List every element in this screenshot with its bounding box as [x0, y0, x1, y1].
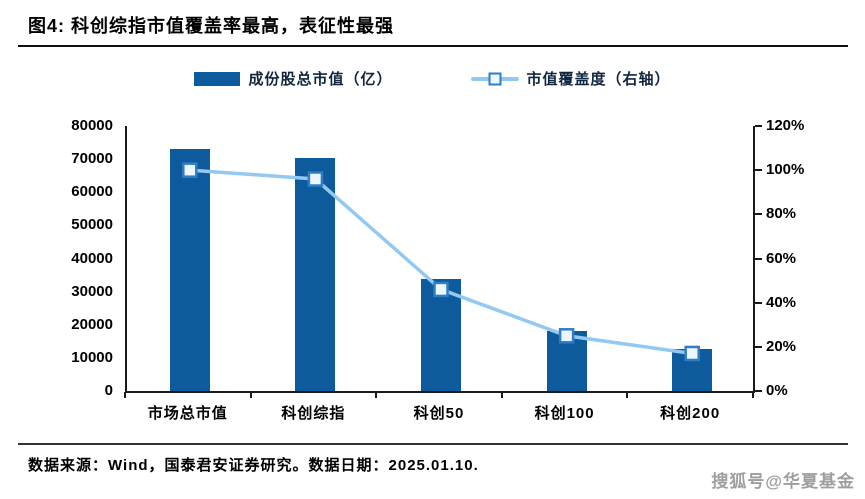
watermark: 搜狐号@华夏基金: [711, 472, 855, 491]
right-axis-tick: [755, 345, 762, 348]
x-axis-label-科创100: 科创100: [534, 405, 595, 422]
bar-series-label: 成份股总市值（亿）: [248, 71, 393, 88]
x-axis-label-市场总市值: 市场总市值: [147, 405, 228, 422]
combo-chart: 0 10000 20000 30000 40000 50000 60000 70000 8000…: [0, 117, 865, 436]
right-axis-tick-label: 80%: [766, 205, 797, 223]
left-axis-tick-label: 30000: [71, 282, 113, 300]
line-point-科创100: [558, 328, 575, 344]
x-axis-tick: [375, 392, 378, 398]
chart-legend: 成份股总市值（亿） 市值覆盖度（右轴）: [0, 68, 865, 89]
legend-item-bar-series: 成份股总市值（亿）: [194, 68, 392, 89]
x-axis-label-科创综指: 科创综指: [281, 405, 346, 422]
line-point-市场总市值: [182, 162, 198, 178]
left-axis-tick-label: 50000: [71, 216, 113, 234]
x-axis-tick: [626, 392, 629, 398]
footer-divider: [18, 443, 848, 445]
right-axis-tick: [755, 213, 762, 216]
x-axis-tick: [124, 392, 126, 398]
title-divider: [18, 45, 848, 47]
x-axis-tick: [500, 392, 503, 398]
figure-title: 图4: 科创综指市值覆盖率最高，表征性最强: [28, 16, 395, 36]
left-axis-tick-label: 20000: [71, 315, 113, 333]
right-axis-tick: [755, 125, 762, 127]
right-axis-tick-label: 120%: [766, 117, 805, 134]
bar-科创50: [421, 279, 461, 391]
right-axis-tick-label: 60%: [766, 249, 797, 267]
bar-swatch-icon: [194, 71, 241, 86]
right-axis-tick: [755, 169, 762, 172]
x-axis-tick: [249, 392, 252, 398]
right-axis-tick-label: 100%: [766, 161, 805, 179]
line-swatch-icon: [470, 72, 519, 85]
right-axis-tick-label: 40%: [766, 293, 797, 311]
x-axis-tick: [752, 392, 754, 398]
left-axis-tick-label: 70000: [71, 150, 113, 168]
right-axis-tick: [755, 301, 762, 304]
left-axis-tick-label: 40000: [71, 249, 113, 267]
bar-科创综指: [295, 157, 336, 391]
x-axis-labels: 市场总市值 科创综指 科创50 科创100 科创200: [125, 402, 753, 423]
x-axis-label-科创200: 科创200: [660, 405, 721, 422]
bar-市场总市值: [169, 149, 210, 391]
right-axis-tick: [755, 257, 762, 260]
square-marker-icon: [488, 72, 501, 85]
line-point-科创200: [684, 345, 700, 362]
legend-item-line-series: 市值覆盖度（右轴）: [470, 68, 671, 89]
right-axis-tick: [755, 390, 762, 392]
left-axis-tick-label: 10000: [71, 348, 113, 366]
line-series-label: 市值覆盖度（右轴）: [526, 71, 671, 88]
right-axis-line: [753, 126, 755, 393]
x-axis-label-科创50: 科创50: [413, 405, 465, 422]
left-axis-tick-label: 80000: [71, 117, 113, 134]
source-note: 数据来源：Wind，国泰君安证券研究。数据日期：2025.01.10.: [28, 457, 479, 474]
right-axis-tick-label: 0%: [766, 382, 788, 399]
left-axis-tick-label: 0: [104, 382, 113, 399]
line-series-layer: [182, 162, 700, 362]
coverage-line: [189, 168, 693, 356]
right-axis-tick-label: 20%: [766, 337, 797, 355]
line-point-科创综指: [307, 171, 324, 187]
line-point-科创50: [433, 281, 449, 298]
plot-area: [125, 126, 755, 393]
left-axis-tick-label: 60000: [71, 183, 113, 201]
